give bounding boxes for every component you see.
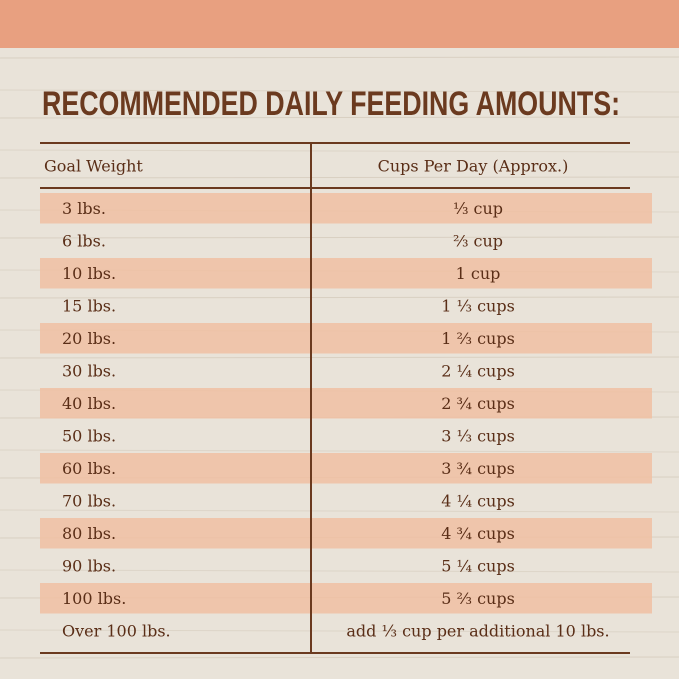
cups-cell: add ⅓ cup per additional 10 lbs.	[346, 621, 609, 640]
stripes	[40, 193, 652, 614]
cups-cell: ⅔ cup	[453, 231, 503, 250]
weight-cell: 80 lbs.	[62, 524, 116, 543]
top-band	[0, 0, 679, 48]
cups-cell: 5 ¼ cups	[441, 556, 515, 575]
weight-cell: 70 lbs.	[62, 491, 116, 510]
cups-cell: 4 ¾ cups	[441, 524, 515, 543]
weight-cell: 90 lbs.	[62, 556, 116, 575]
weight-cell: Over 100 lbs.	[62, 621, 171, 640]
row-stripe	[40, 193, 652, 224]
row-stripe	[40, 453, 652, 484]
weight-cell: 40 lbs.	[62, 394, 116, 413]
weight-cell: 30 lbs.	[62, 361, 116, 380]
weight-cell: 20 lbs.	[62, 329, 116, 348]
cups-cell: 3 ⅓ cups	[441, 426, 515, 445]
cups-cell: 1 cup	[456, 264, 501, 283]
weight-cell: 3 lbs.	[62, 199, 106, 218]
cups-cell: 5 ⅔ cups	[441, 589, 515, 608]
cups-cell: 1 ⅓ cups	[441, 296, 515, 315]
weight-cell: 50 lbs.	[62, 426, 116, 445]
cups-cell: 2 ¾ cups	[441, 394, 515, 413]
row-stripe	[40, 323, 652, 354]
cups-cell: 4 ¼ cups	[441, 491, 515, 510]
weight-cell: 15 lbs.	[62, 296, 116, 315]
row-stripe	[40, 518, 652, 549]
rows: 3 lbs. ⅓ cup 6 lbs. ⅔ cup 10 lbs. 1 cup 15 lbs…	[62, 199, 610, 641]
row-stripe	[40, 583, 652, 614]
column-header: Goal Weight	[44, 157, 143, 176]
row-stripe	[40, 388, 652, 419]
title: RECOMMENDED DAILY FEEDING AMOUNTS:	[42, 85, 620, 123]
weight-cell: 10 lbs.	[62, 264, 116, 283]
weight-cell: 100 lbs.	[62, 589, 126, 608]
cups-cell: ⅓ cup	[453, 199, 503, 218]
cups-cell: 3 ¾ cups	[441, 459, 515, 478]
cups-cell: 1 ⅔ cups	[441, 329, 515, 348]
row-stripe	[40, 258, 652, 289]
column-header: Cups Per Day (Approx.)	[378, 157, 569, 176]
weight-cell: 60 lbs.	[62, 459, 116, 478]
cups-cell: 2 ¼ cups	[441, 361, 515, 380]
weight-cell: 6 lbs.	[62, 231, 106, 250]
